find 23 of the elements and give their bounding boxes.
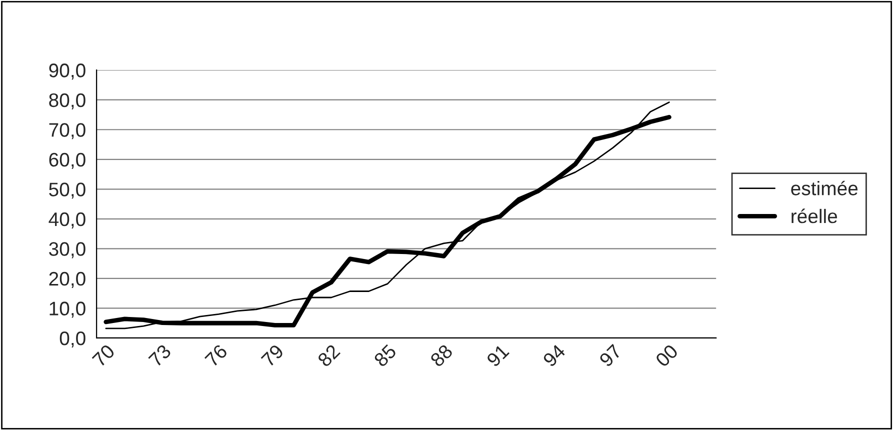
x-tick-label: 88	[430, 344, 454, 368]
x-tick-label: 79	[260, 344, 284, 368]
y-tick-label: 20,0	[49, 272, 86, 288]
y-tick-label: 80,0	[49, 93, 86, 110]
x-tick-label: 97	[598, 344, 622, 368]
x-tick-label: 00	[654, 344, 679, 368]
x-tick-label: 76	[204, 344, 228, 368]
y-tick-label: 0,0	[60, 331, 86, 348]
legend-label: réelle	[792, 208, 838, 224]
y-tick-label: 10,0	[50, 302, 86, 318]
y-tick-label: 40,0	[48, 212, 86, 228]
x-tick-label: 85	[373, 344, 398, 368]
x-tick-label: 91	[486, 344, 510, 368]
x-tick-label: 73	[148, 344, 172, 368]
x-tick-label: 82	[316, 344, 341, 368]
y-tick-label: 70,0	[49, 123, 86, 140]
x-tick-label: 94	[542, 343, 566, 368]
y-tick-label: 60,0	[49, 152, 86, 169]
x-tick-label: 70	[92, 344, 116, 368]
y-tick-label: 50,0	[49, 182, 86, 199]
y-tick-label: 90,0	[49, 64, 86, 80]
y-tick-label: 30,0	[49, 242, 86, 258]
legend-label: estimée	[791, 180, 858, 196]
